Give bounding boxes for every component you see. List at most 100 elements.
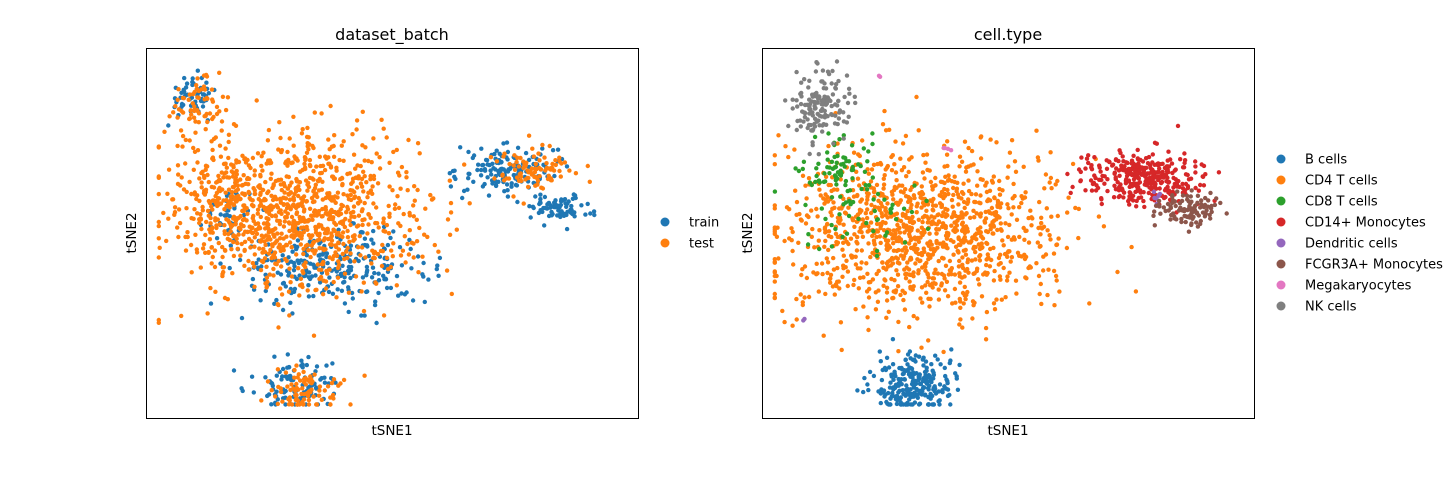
scatter-point: [445, 217, 451, 222]
scatter-point: [825, 260, 831, 265]
scatter-point: [1110, 162, 1116, 167]
scatter-point: [1178, 206, 1183, 211]
scatter-point: [252, 235, 257, 240]
scatter-point: [409, 266, 414, 271]
scatter-point: [915, 257, 920, 262]
scatter-point: [925, 202, 931, 207]
scatter-point: [250, 276, 256, 282]
scatter-point: [950, 204, 955, 209]
scatter-point: [880, 122, 886, 127]
scatter-point: [978, 177, 983, 182]
scatter-point: [311, 168, 316, 174]
scatter-point: [282, 190, 287, 195]
scatter-point: [941, 349, 946, 355]
scatter-point: [216, 196, 221, 201]
scatter-point: [829, 213, 834, 218]
scatter-point: [969, 191, 974, 197]
scatter-point: [260, 168, 265, 173]
scatter-point: [198, 216, 203, 221]
scatter-point: [334, 168, 339, 173]
scatter-point: [292, 375, 297, 380]
scatter-point: [1036, 273, 1042, 279]
scatter-point: [316, 393, 322, 398]
scatter-point: [227, 200, 232, 205]
scatter-point: [396, 293, 401, 298]
scatter-point: [569, 203, 574, 209]
scatter-point: [1065, 171, 1070, 177]
scatter-point: [260, 187, 266, 193]
scatter-point: [293, 186, 298, 192]
scatter-point: [189, 112, 194, 117]
scatter-point: [344, 249, 349, 254]
scatter-point: [889, 276, 894, 282]
scatter-point: [540, 186, 546, 191]
scatter-point: [776, 256, 781, 261]
scatter-point: [921, 363, 926, 368]
scatter-point: [920, 215, 926, 220]
scatter-point: [538, 200, 543, 205]
scatter-point: [852, 94, 857, 100]
scatter-point: [447, 171, 452, 176]
scatter-point: [312, 110, 317, 115]
scatter-point: [852, 224, 857, 229]
scatter-point: [297, 214, 302, 220]
scatter-point: [798, 101, 804, 107]
scatter-point: [528, 215, 533, 220]
scatter-point: [279, 231, 284, 236]
scatter-point: [259, 238, 264, 243]
scatter-point: [850, 199, 856, 205]
x-axis-label: tSNE1: [987, 423, 1028, 439]
scatter-point: [258, 202, 264, 207]
scatter-point: [823, 230, 828, 235]
scatter-point: [348, 197, 354, 203]
scatter-point: [926, 402, 931, 407]
scatter-point: [283, 370, 289, 375]
scatter-point: [562, 160, 568, 165]
scatter-point: [166, 123, 171, 128]
scatter-point: [203, 232, 208, 238]
scatter-point: [268, 229, 273, 234]
scatter-point: [280, 366, 286, 372]
scatter-point: [998, 221, 1003, 226]
scatter-point: [895, 227, 900, 232]
scatter-point: [1036, 158, 1041, 163]
scatter-point: [856, 286, 861, 291]
scatter-point: [521, 201, 526, 206]
scatter-point: [829, 244, 835, 249]
scatter-point: [1185, 172, 1190, 178]
scatter-point: [1088, 178, 1094, 183]
scatter-point: [210, 207, 215, 212]
scatter-point: [156, 191, 161, 197]
scatter-point: [857, 275, 863, 280]
scatter-point: [370, 191, 375, 196]
scatter-point: [246, 267, 251, 272]
scatter-point: [341, 241, 346, 247]
scatter-point: [332, 228, 337, 234]
scatter-point: [1094, 183, 1099, 188]
scatter-point: [772, 153, 777, 158]
scatter-point: [802, 264, 808, 269]
scatter-point: [261, 150, 266, 155]
scatter-point: [868, 254, 873, 260]
scatter-point: [993, 209, 999, 215]
scatter-point: [184, 81, 190, 86]
scatter-point: [991, 223, 996, 228]
scatter-point: [527, 204, 532, 209]
scatter-point: [878, 160, 883, 166]
scatter-point: [216, 240, 221, 246]
scatter-point: [251, 186, 256, 191]
scatter-point: [810, 94, 815, 99]
scatter-point: [190, 76, 195, 81]
scatter-point: [909, 391, 914, 397]
scatter-point: [1000, 238, 1005, 243]
scatter-point: [963, 247, 968, 253]
scatter-point: [215, 201, 221, 206]
scatter-point: [833, 113, 838, 118]
scatter-point: [1037, 291, 1042, 297]
scatter-point: [912, 195, 917, 201]
scatter-point: [783, 98, 788, 103]
scatter-point: [295, 244, 300, 250]
scatter-point: [970, 316, 975, 321]
scatter-point: [266, 127, 272, 133]
